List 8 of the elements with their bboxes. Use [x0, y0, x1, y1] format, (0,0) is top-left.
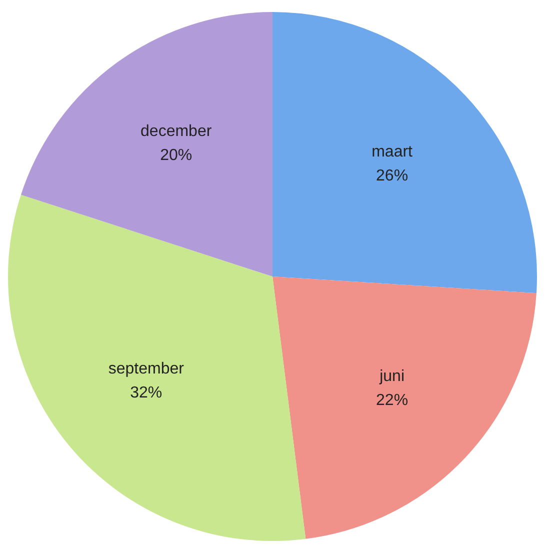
data-label: 32%	[130, 384, 162, 402]
data-label: 26%	[376, 168, 408, 185]
slice-label: december	[140, 123, 212, 140]
slice-label: juni	[378, 368, 404, 386]
data-label: 20%	[160, 147, 192, 164]
slice-label: september	[108, 360, 185, 378]
slice-label: maart	[372, 144, 414, 161]
data-label: 22%	[376, 392, 408, 410]
